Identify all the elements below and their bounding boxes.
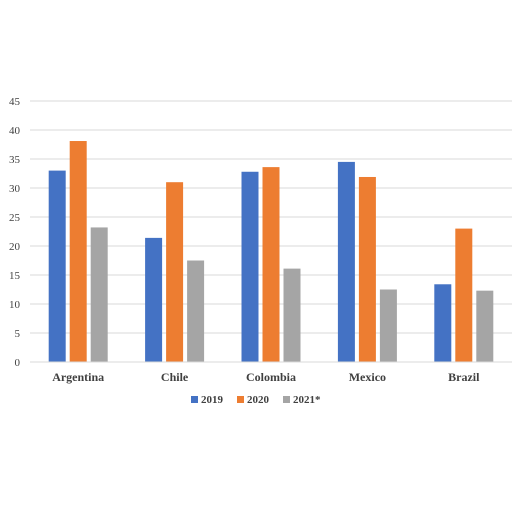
bar-2021-chile	[187, 260, 205, 362]
bar-2020-chile	[166, 182, 184, 362]
bar-2019-chile	[145, 237, 163, 362]
y-tick-label: 5	[15, 328, 21, 340]
legend: 2019 2020 2021*	[191, 394, 321, 406]
legend-label: 2020	[247, 394, 270, 406]
bar-2021-brazil	[476, 290, 494, 362]
x-category-label: Brazil	[448, 370, 480, 384]
bar-2019-argentina	[48, 170, 66, 362]
legend-swatch	[237, 396, 244, 403]
legend-swatch	[283, 396, 290, 403]
y-tick-label: 10	[9, 299, 21, 311]
bar-2020-mexico	[358, 176, 376, 362]
bar-2021-argentina	[90, 227, 108, 362]
y-tick-label: 0	[15, 357, 21, 369]
bar-2019-colombia	[241, 171, 259, 362]
x-category-label: Chile	[161, 370, 189, 384]
y-axis-ticks: 0 5 10 15 20 25 30 35 40 45	[9, 96, 21, 369]
bar-2019-brazil	[434, 284, 452, 362]
legend-label: 2019	[201, 394, 224, 406]
legend-label: 2021*	[293, 394, 321, 406]
legend-swatch	[191, 396, 198, 403]
bar-2021-colombia	[283, 268, 301, 362]
y-tick-label: 45	[9, 96, 21, 108]
bar-2021-mexico	[379, 289, 397, 362]
bar-2020-brazil	[455, 228, 473, 362]
y-tick-label: 40	[9, 125, 21, 137]
y-tick-label: 20	[9, 241, 21, 253]
x-category-label: Argentina	[52, 370, 104, 384]
y-tick-label: 35	[9, 154, 21, 166]
x-category-label: Mexico	[349, 370, 386, 384]
bar-2020-colombia	[262, 167, 280, 362]
bar-2019-mexico	[337, 161, 355, 362]
x-axis: Argentina Chile Colombia Mexico Brazil	[30, 361, 512, 384]
y-tick-label: 15	[9, 270, 21, 282]
y-tick-label: 25	[9, 212, 21, 224]
bar-2020-argentina	[69, 141, 87, 362]
x-category-label: Colombia	[246, 370, 296, 384]
bars	[48, 141, 494, 362]
y-tick-label: 30	[9, 183, 21, 195]
